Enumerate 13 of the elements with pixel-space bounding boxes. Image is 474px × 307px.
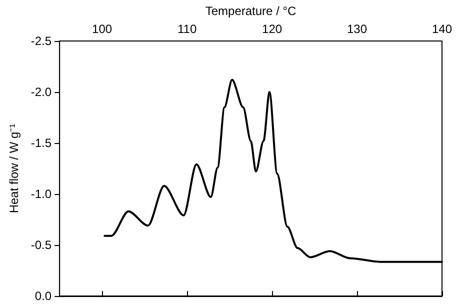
y-tick-label: -1.0 <box>30 187 52 201</box>
y-axis-title: Heat flow / W g⁻¹ <box>7 124 21 214</box>
x-tick-label: 110 <box>177 22 197 36</box>
x-tick-label: 130 <box>347 22 368 36</box>
y-tick-label: -1.5 <box>30 136 52 150</box>
y-tick-label: -0.5 <box>30 238 52 252</box>
x-axis-title: Temperature / °C <box>205 4 297 18</box>
x-tick-label: 140 <box>432 22 452 36</box>
x-tick-label: 120 <box>262 22 282 36</box>
y-tick-label: 0.0 <box>34 289 52 303</box>
y-tick-label: -2.0 <box>30 85 52 99</box>
x-tick-label: 100 <box>92 22 112 36</box>
y-tick-label: -2.5 <box>30 34 52 48</box>
